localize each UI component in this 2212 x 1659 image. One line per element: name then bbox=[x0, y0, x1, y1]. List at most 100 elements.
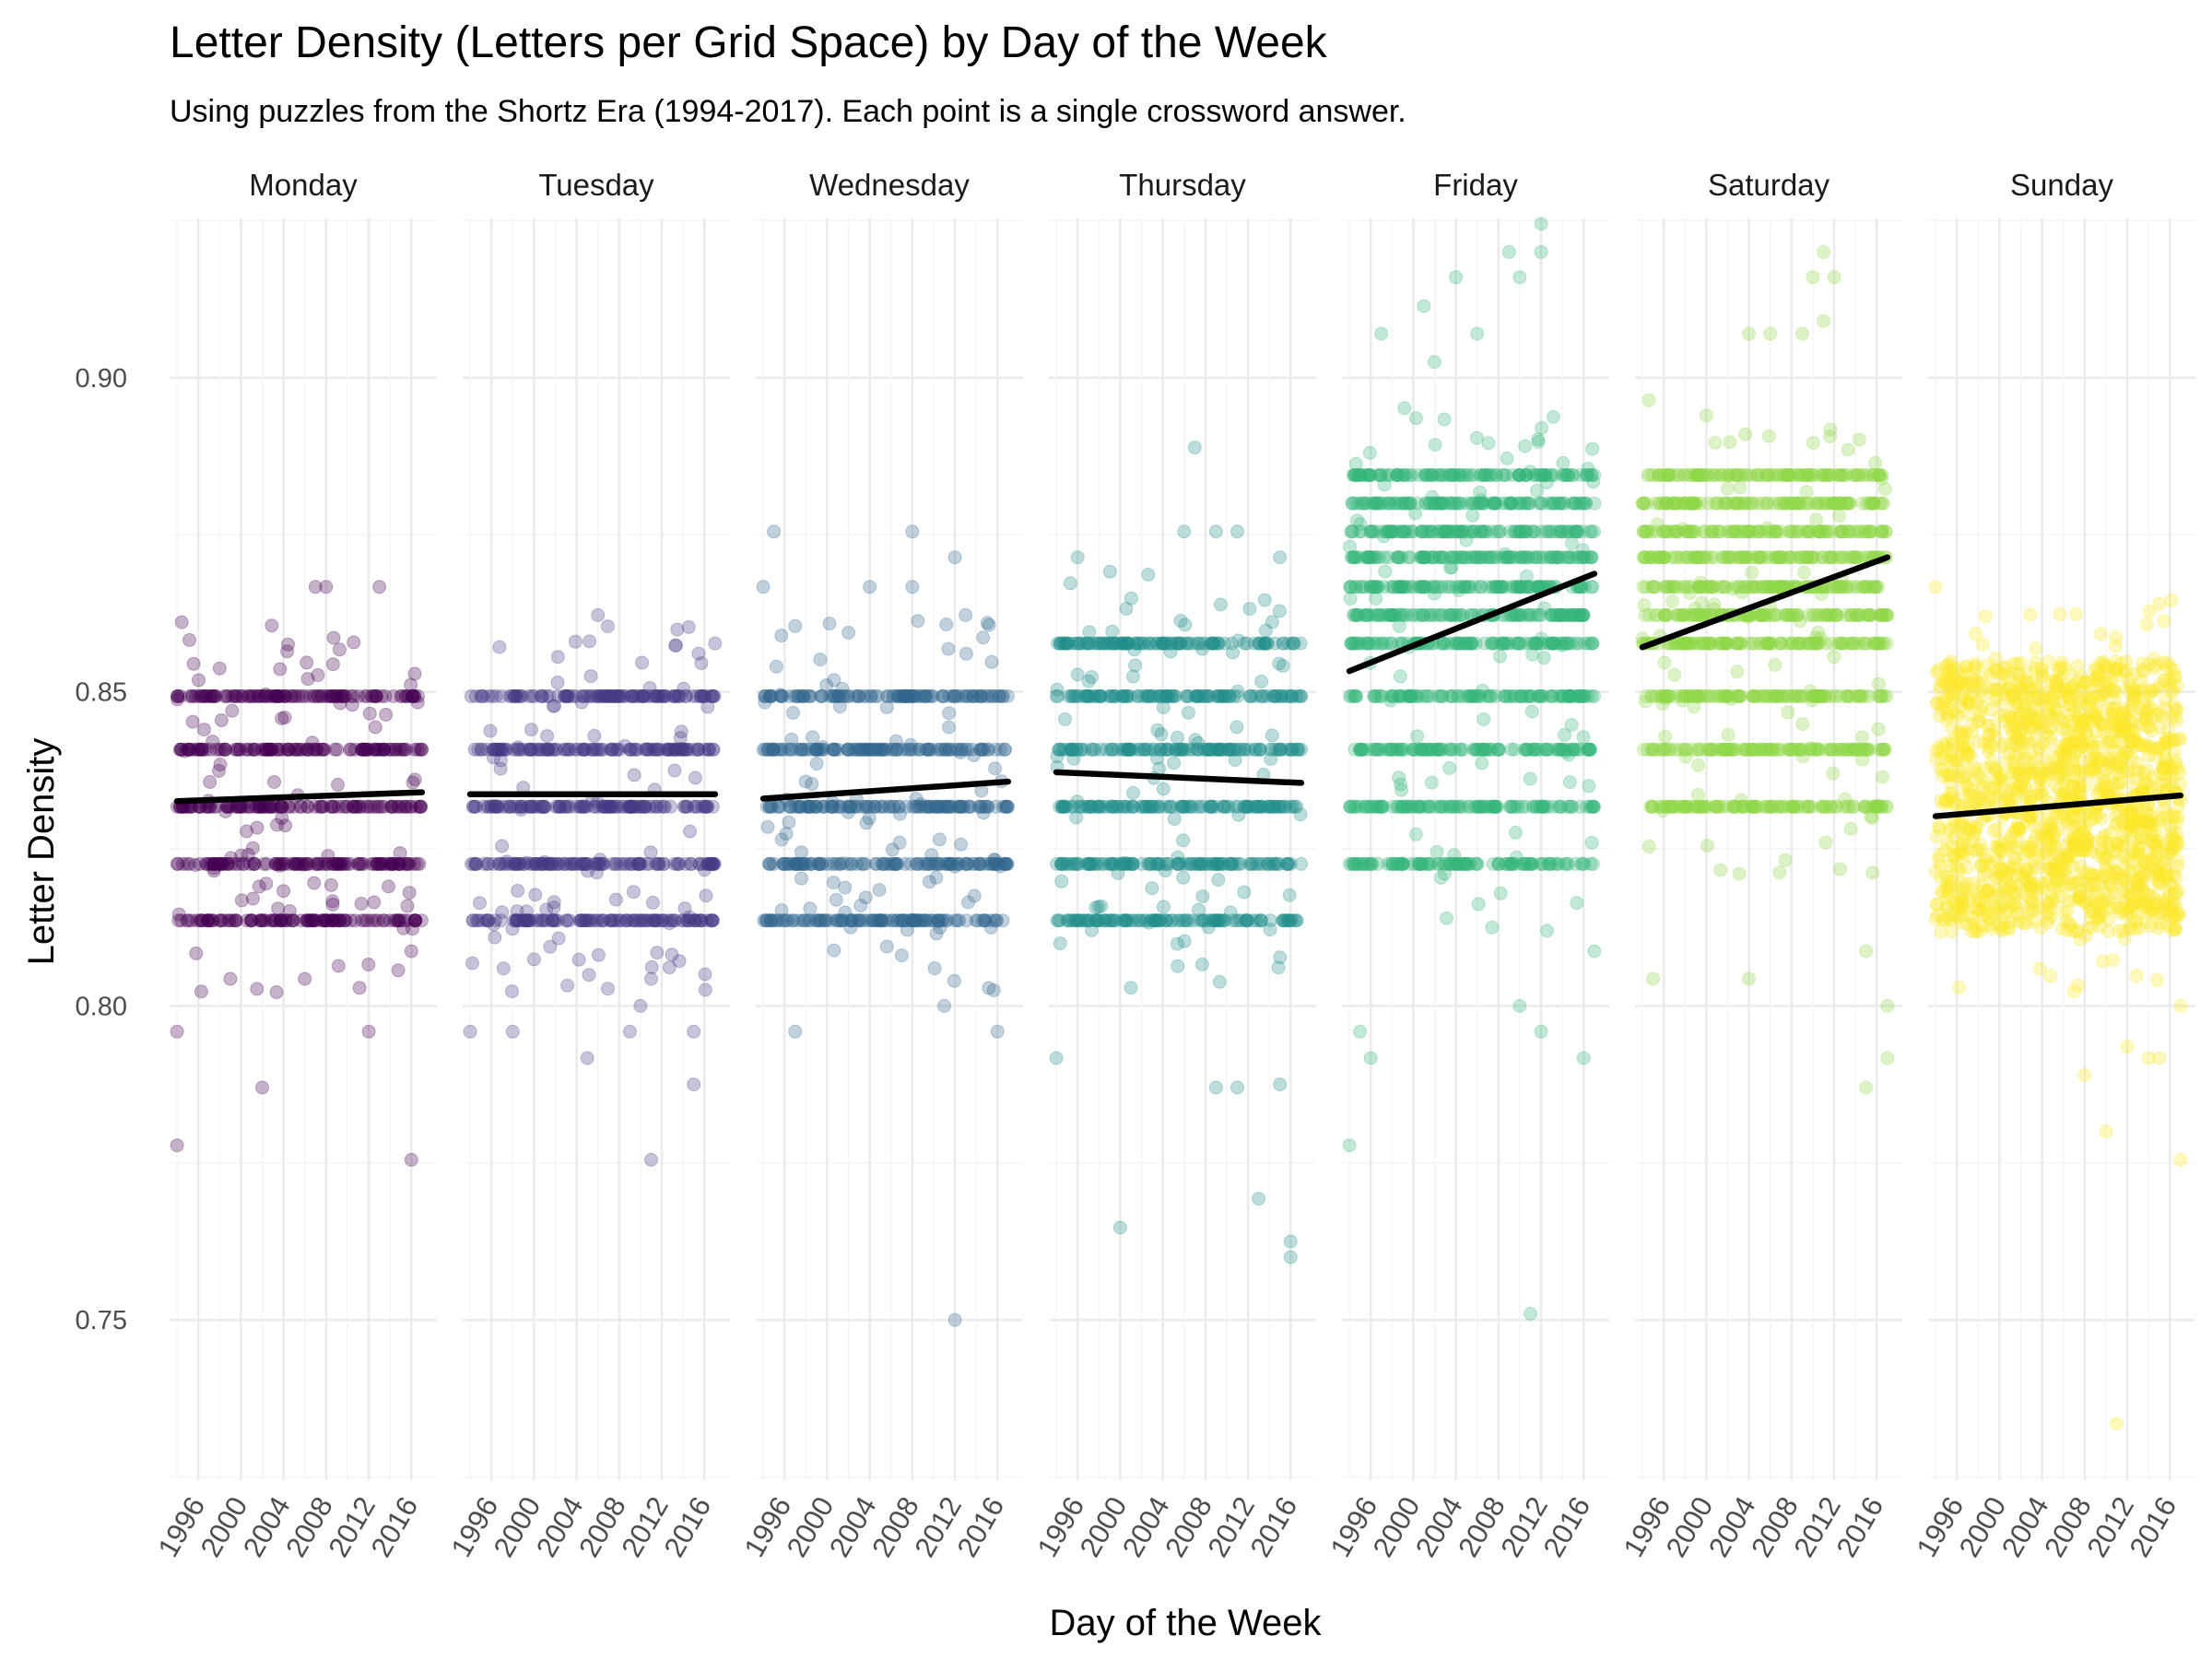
data-point bbox=[982, 618, 996, 632]
data-point bbox=[652, 856, 666, 871]
data-point bbox=[1100, 799, 1113, 814]
data-point bbox=[1181, 705, 1195, 720]
data-point bbox=[1263, 856, 1277, 871]
x-axis-title: Day of the Week bbox=[1050, 1603, 1323, 1643]
data-point bbox=[582, 968, 596, 982]
data-point bbox=[1082, 625, 1097, 640]
data-point-outlier bbox=[223, 971, 238, 986]
data-point bbox=[258, 913, 273, 928]
data-point bbox=[394, 799, 408, 814]
data-point bbox=[320, 856, 335, 871]
data-point bbox=[1242, 602, 1257, 617]
data-point bbox=[1119, 602, 1134, 616]
data-point bbox=[218, 805, 233, 818]
data-point bbox=[201, 913, 215, 928]
data-point bbox=[1481, 436, 1496, 451]
data-point bbox=[480, 856, 495, 871]
data-point bbox=[642, 681, 657, 695]
data-point bbox=[293, 856, 308, 871]
data-point bbox=[794, 845, 808, 860]
data-point bbox=[331, 799, 346, 814]
data-point bbox=[1126, 785, 1140, 800]
data-point bbox=[1283, 688, 1298, 703]
data-point-outlier bbox=[622, 1024, 637, 1039]
data-point bbox=[1789, 799, 1804, 814]
data-point bbox=[1390, 468, 1405, 482]
data-point bbox=[1393, 669, 1407, 684]
data-point bbox=[1410, 729, 1425, 744]
data-point bbox=[358, 913, 372, 928]
data-point bbox=[927, 961, 942, 976]
data-point bbox=[1107, 688, 1122, 703]
data-point bbox=[1876, 607, 1890, 622]
data-point bbox=[1392, 550, 1406, 565]
data-point bbox=[1512, 636, 1526, 651]
data-point bbox=[367, 799, 382, 814]
data-point bbox=[333, 913, 347, 928]
data-point bbox=[1565, 607, 1580, 622]
data-point bbox=[408, 913, 423, 928]
data-point bbox=[1587, 524, 1602, 539]
data-point bbox=[337, 913, 352, 928]
data-point bbox=[1531, 435, 1546, 449]
data-point bbox=[401, 913, 416, 928]
data-point bbox=[367, 895, 382, 910]
data-point bbox=[813, 653, 828, 667]
data-point bbox=[176, 856, 190, 871]
data-point bbox=[1487, 580, 1501, 594]
data-point bbox=[324, 877, 338, 892]
data-point bbox=[1162, 742, 1177, 757]
data-point bbox=[343, 856, 358, 871]
data-point bbox=[1422, 856, 1437, 871]
data-point bbox=[1124, 981, 1138, 995]
data-point bbox=[502, 688, 517, 703]
data-point bbox=[760, 819, 775, 834]
data-point-outlier bbox=[1353, 1024, 1368, 1039]
data-point bbox=[1500, 451, 1514, 465]
data-point bbox=[1428, 586, 1441, 601]
data-point bbox=[774, 629, 789, 643]
data-point bbox=[872, 883, 887, 898]
data-point bbox=[244, 913, 259, 928]
data-point bbox=[1348, 456, 1363, 471]
data-point bbox=[1095, 636, 1110, 651]
data-point bbox=[983, 920, 998, 935]
facet-label: Thursday bbox=[1119, 168, 1246, 202]
data-point bbox=[1433, 799, 1448, 814]
data-point bbox=[184, 913, 199, 928]
data-point bbox=[220, 856, 235, 871]
data-point bbox=[819, 678, 834, 692]
data-point bbox=[786, 705, 800, 720]
data-point bbox=[331, 856, 346, 871]
data-point bbox=[401, 856, 416, 871]
data-point bbox=[268, 913, 283, 928]
data-point bbox=[170, 856, 184, 871]
data-point bbox=[218, 688, 232, 703]
data-point bbox=[1471, 897, 1486, 912]
data-point bbox=[563, 856, 578, 871]
data-point bbox=[1535, 420, 1549, 435]
data-point bbox=[681, 619, 696, 634]
data-point-outlier bbox=[644, 971, 658, 986]
data-point bbox=[297, 856, 312, 871]
data-point bbox=[378, 856, 393, 871]
data-point bbox=[358, 742, 372, 757]
data-point bbox=[1352, 550, 1366, 565]
data-point-outlier bbox=[1342, 1138, 1357, 1153]
data-point bbox=[982, 981, 996, 995]
facet-label: Wednesday bbox=[809, 168, 970, 202]
data-point bbox=[495, 905, 510, 920]
data-point bbox=[967, 747, 981, 762]
data-point bbox=[838, 905, 853, 920]
data-point bbox=[473, 896, 487, 911]
data-point bbox=[496, 961, 511, 976]
x-tick-label: 2016 bbox=[365, 1491, 425, 1562]
data-point bbox=[315, 913, 330, 928]
data-point bbox=[1860, 607, 1875, 622]
data-point-outlier bbox=[863, 580, 877, 594]
data-point bbox=[274, 913, 288, 928]
data-point bbox=[1194, 958, 1209, 971]
data-point bbox=[511, 884, 525, 898]
data-point bbox=[932, 832, 947, 847]
data-point bbox=[520, 855, 535, 870]
